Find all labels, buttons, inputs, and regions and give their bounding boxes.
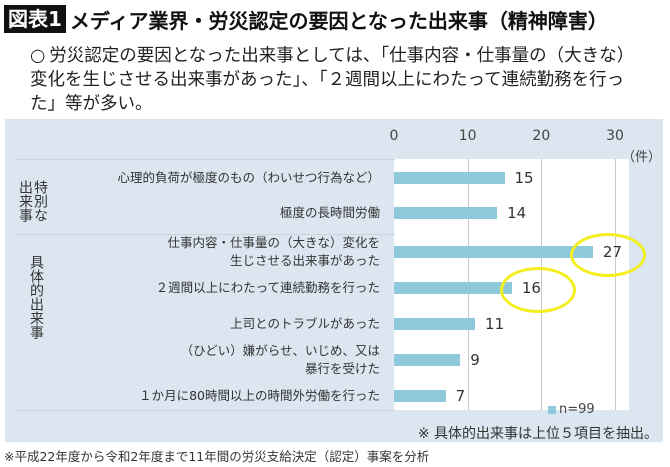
gridline [615, 159, 616, 410]
bar [394, 354, 461, 366]
bar [394, 390, 446, 402]
category-label: 心理的負荷が極度のもの（わいせつ行為など） [117, 170, 380, 185]
description: ○ 労災認定の要因となった出来事としては、「仕事内容・仕事量の（大きな）変化を生じ… [30, 44, 650, 116]
bar [394, 246, 593, 258]
data-label: 7 [455, 387, 466, 405]
category-label: １か月に80時間以上の時間外労働を行った [139, 388, 380, 403]
unit-label: （件） [622, 150, 662, 165]
data-label: 11 [485, 315, 505, 333]
title-text: メディア業界・労災認定の要因となった出来事（精神障害） [69, 8, 608, 33]
data-label: 15 [514, 169, 534, 187]
bar [394, 282, 512, 294]
row-separator [15, 159, 395, 160]
legend-swatch [548, 405, 556, 414]
data-label: 14 [507, 204, 527, 222]
highlight-ellipse [570, 233, 646, 277]
group-label-special: 特別な出来事 [17, 180, 48, 222]
bar [394, 172, 505, 184]
figure-badge: 図表1 [4, 5, 66, 33]
legend: n=99 [548, 402, 595, 417]
bullet-icon: ○ [30, 46, 46, 66]
highlight-ellipse [500, 267, 576, 313]
category-label: （ひどい）嫌がらせ、いじめ、又は 暴行を受けた [180, 343, 380, 376]
figure-title: 図表1 メディア業界・労災認定の要因となった出来事（精神障害） [4, 4, 608, 34]
bar [394, 207, 498, 219]
category-label: ２週間以上にわたって連続勤務を行った [155, 280, 380, 295]
category-label: 仕事内容・仕事量の（大きな）変化を 生じさせる出来事があった [167, 235, 380, 268]
legend-label: n=99 [559, 402, 595, 417]
category-label: 極度の長時間労働 [279, 205, 380, 220]
x-tick-label: 20 [532, 128, 551, 144]
x-tick-label: 10 [458, 128, 477, 144]
description-text: 労災認定の要因となった出来事としては、「仕事内容・仕事量の（大きな）変化を生じさ… [30, 46, 635, 114]
group-label-specific: 具体的出来事 [28, 255, 44, 339]
data-label: 9 [470, 351, 480, 369]
row-separator [15, 410, 395, 411]
x-tick-label: 30 [606, 128, 624, 144]
bar [394, 318, 476, 330]
group-separator [15, 234, 395, 235]
footnote: ※平成22年度から令和2年度まで11年間の労災支給決定（認定）事案を分析 [4, 449, 430, 464]
x-tick-label: 0 [389, 128, 399, 144]
chart-note: ※ 具体的出来事は上位５項目を抽出。 [417, 426, 658, 442]
category-label: 上司とのトラブルがあった [230, 316, 380, 331]
